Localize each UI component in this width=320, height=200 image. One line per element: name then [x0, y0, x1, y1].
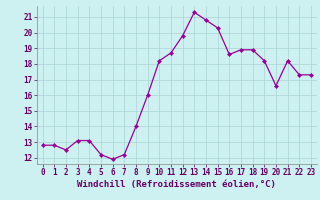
X-axis label: Windchill (Refroidissement éolien,°C): Windchill (Refroidissement éolien,°C): [77, 180, 276, 189]
